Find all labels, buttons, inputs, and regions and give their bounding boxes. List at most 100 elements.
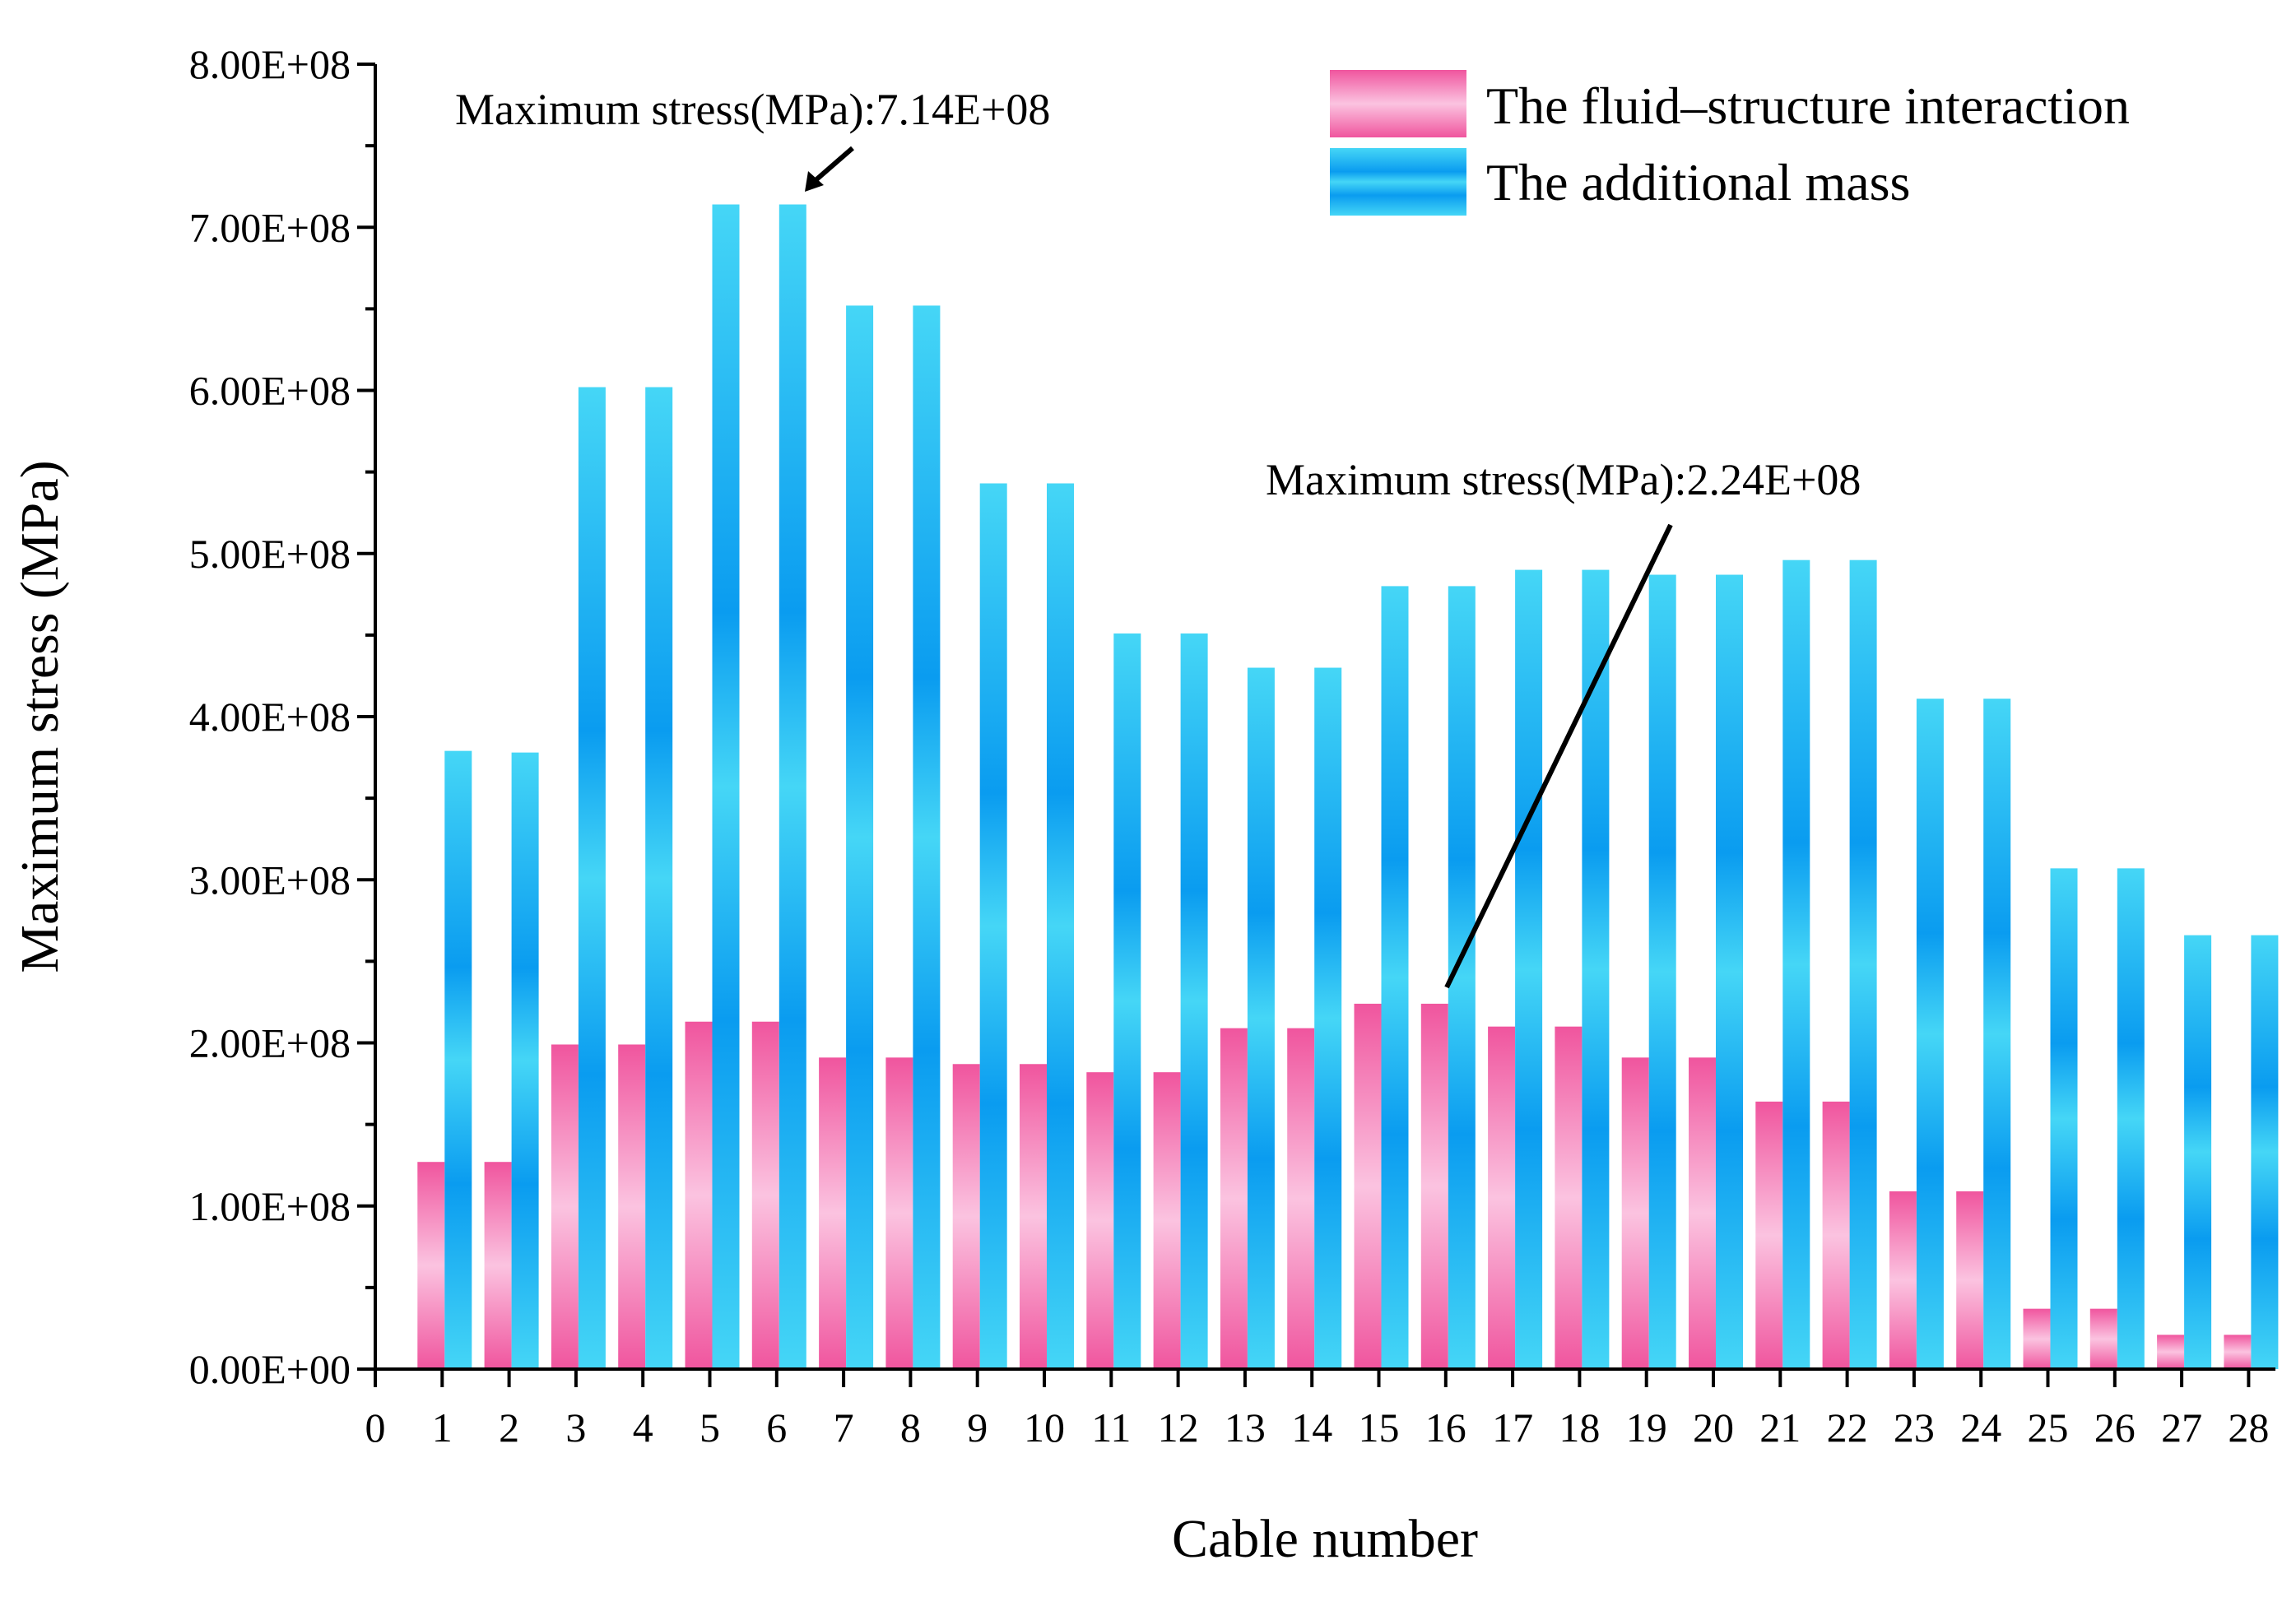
x-tick-label: 20: [1693, 1404, 1734, 1451]
bar-fluid-structure-24: [1956, 1191, 1984, 1369]
bar-fluid-structure-28: [2224, 1335, 2252, 1369]
x-tick-label: 6: [766, 1404, 787, 1451]
x-tick-label: 24: [1960, 1404, 2001, 1451]
x-tick-label: 11: [1091, 1404, 1131, 1451]
bar-fluid-structure-2: [484, 1162, 512, 1369]
bar-fluid-structure-12: [1153, 1072, 1181, 1369]
x-tick-label: 18: [1559, 1404, 1600, 1451]
x-tick-label: 22: [1827, 1404, 1868, 1451]
bar-additional-mass-15: [1381, 586, 1409, 1369]
bar-fluid-structure-3: [551, 1044, 579, 1369]
bar-fluid-structure-17: [1488, 1026, 1516, 1369]
x-tick-label: 16: [1425, 1404, 1466, 1451]
bar-fluid-structure-18: [1555, 1026, 1583, 1369]
x-tick-label: 19: [1626, 1404, 1667, 1451]
bar-additional-mass-7: [846, 305, 874, 1369]
bar-additional-mass-25: [2050, 868, 2078, 1369]
y-tick-label: 6.00E+08: [189, 368, 351, 414]
bar-additional-mass-13: [1247, 667, 1275, 1369]
bar-additional-mass-18: [1582, 569, 1610, 1369]
y-tick-label: 8.00E+08: [189, 41, 351, 87]
x-tick-label: 2: [499, 1404, 519, 1451]
bar-fluid-structure-16: [1420, 1003, 1448, 1369]
annotation-arrowhead: [805, 171, 824, 192]
annotations-layer: Maximum stress(MPa):7.14E+08 Maximum str…: [455, 85, 1861, 989]
bar-additional-mass-3: [578, 387, 606, 1369]
bar-additional-mass-27: [2184, 935, 2212, 1369]
y-tick-label: 5.00E+08: [189, 531, 351, 577]
annotation-pointer-line: [1444, 523, 1673, 989]
y-tick-label: 1.00E+08: [189, 1183, 351, 1229]
bar-additional-mass-19: [1648, 574, 1676, 1369]
x-tick-label: 12: [1158, 1404, 1199, 1451]
legend-label-fluid-structure: The fluid–structure interaction: [1486, 77, 2130, 135]
bar-additional-mass-10: [1047, 483, 1074, 1370]
x-tick-label: 8: [900, 1404, 921, 1451]
legend-swatch-additional-mass: [1330, 148, 1466, 216]
bar-fluid-structure-4: [618, 1044, 646, 1369]
bar-additional-mass-20: [1716, 574, 1743, 1369]
x-tick-label: 10: [1024, 1404, 1065, 1451]
y-tick-label: 4.00E+08: [189, 694, 351, 740]
y-tick-label: 2.00E+08: [189, 1020, 351, 1066]
x-tick-label: 27: [2161, 1404, 2202, 1451]
x-tick-label: 21: [1759, 1404, 1801, 1451]
bar-fluid-structure-7: [819, 1057, 847, 1369]
x-tick-label: 28: [2228, 1404, 2269, 1451]
x-tick-label: 25: [2028, 1404, 2069, 1451]
bar-fluid-structure-8: [885, 1057, 913, 1369]
bar-additional-mass-23: [1916, 699, 1944, 1369]
legend: The fluid–structure interaction The addi…: [1330, 70, 2130, 216]
bar-fluid-structure-15: [1354, 1003, 1382, 1369]
y-axis-title: Maximum stress (MPa): [10, 460, 70, 973]
annotation-max-fluid-structure: Maximum stress(MPa):2.24E+08: [1266, 455, 1861, 504]
bar-additional-mass-17: [1515, 569, 1543, 1369]
bar-additional-mass-8: [913, 305, 941, 1369]
x-tick-label: 1: [432, 1404, 453, 1451]
bar-additional-mass-24: [1983, 699, 2011, 1369]
x-tick-label: 17: [1492, 1404, 1533, 1451]
x-ticks-layer: 0 1 2 3 4 5 6 7 8 9 10 11 12 13 14 15 16 17 18 19 20 21 22 23 24…: [365, 1369, 2269, 1451]
bar-additional-mass-11: [1113, 633, 1141, 1369]
bar-additional-mass-26: [2117, 868, 2145, 1369]
bar-additional-mass-14: [1314, 667, 1342, 1369]
x-tick-label: 5: [699, 1404, 720, 1451]
bar-additional-mass-21: [1782, 559, 1810, 1369]
bar-additional-mass-9: [979, 483, 1007, 1370]
bar-fluid-structure-22: [1822, 1101, 1850, 1369]
x-tick-label: 9: [967, 1404, 988, 1451]
x-tick-label: 0: [365, 1404, 386, 1451]
bar-fluid-structure-23: [1889, 1191, 1917, 1369]
bar-fluid-structure-25: [2023, 1308, 2051, 1369]
x-tick-label: 3: [565, 1404, 586, 1451]
bar-additional-mass-12: [1180, 633, 1208, 1369]
annotation-arrow-line: [813, 146, 854, 183]
y-ticks-layer: 0.00E+00 1.00E+08 2.00E+08 3.00E+08 4.00E+08…: [189, 41, 375, 1392]
bars-layer: [417, 204, 2279, 1370]
bar-fluid-structure-19: [1621, 1057, 1649, 1369]
bar-additional-mass-22: [1849, 559, 1877, 1369]
x-tick-label: 15: [1359, 1404, 1400, 1451]
bar-fluid-structure-5: [685, 1021, 713, 1369]
bar-fluid-structure-14: [1287, 1028, 1315, 1369]
bar-fluid-structure-27: [2157, 1335, 2185, 1369]
bar-additional-mass-1: [444, 750, 472, 1369]
bar-additional-mass-6: [779, 204, 806, 1369]
x-tick-label: 7: [834, 1404, 854, 1451]
x-axis-title: Cable number: [1172, 1509, 1478, 1569]
bar-fluid-structure-13: [1220, 1028, 1248, 1369]
legend-label-additional-mass: The additional mass: [1486, 153, 1910, 211]
x-tick-label: 23: [1894, 1404, 1935, 1451]
y-tick-label: 7.00E+08: [189, 204, 351, 250]
x-tick-label: 13: [1225, 1404, 1266, 1451]
bar-additional-mass-4: [645, 387, 673, 1369]
bar-additional-mass-2: [511, 752, 539, 1369]
annotation-max-additional-mass: Maximum stress(MPa):7.14E+08: [455, 85, 1050, 134]
legend-swatch-fluid-structure: [1330, 70, 1466, 137]
bar-additional-mass-28: [2251, 935, 2279, 1369]
bar-fluid-structure-9: [952, 1064, 980, 1369]
bar-fluid-structure-21: [1755, 1101, 1783, 1369]
bar-fluid-structure-20: [1689, 1057, 1716, 1369]
bar-fluid-structure-26: [2089, 1308, 2117, 1369]
x-tick-label: 4: [633, 1404, 653, 1451]
